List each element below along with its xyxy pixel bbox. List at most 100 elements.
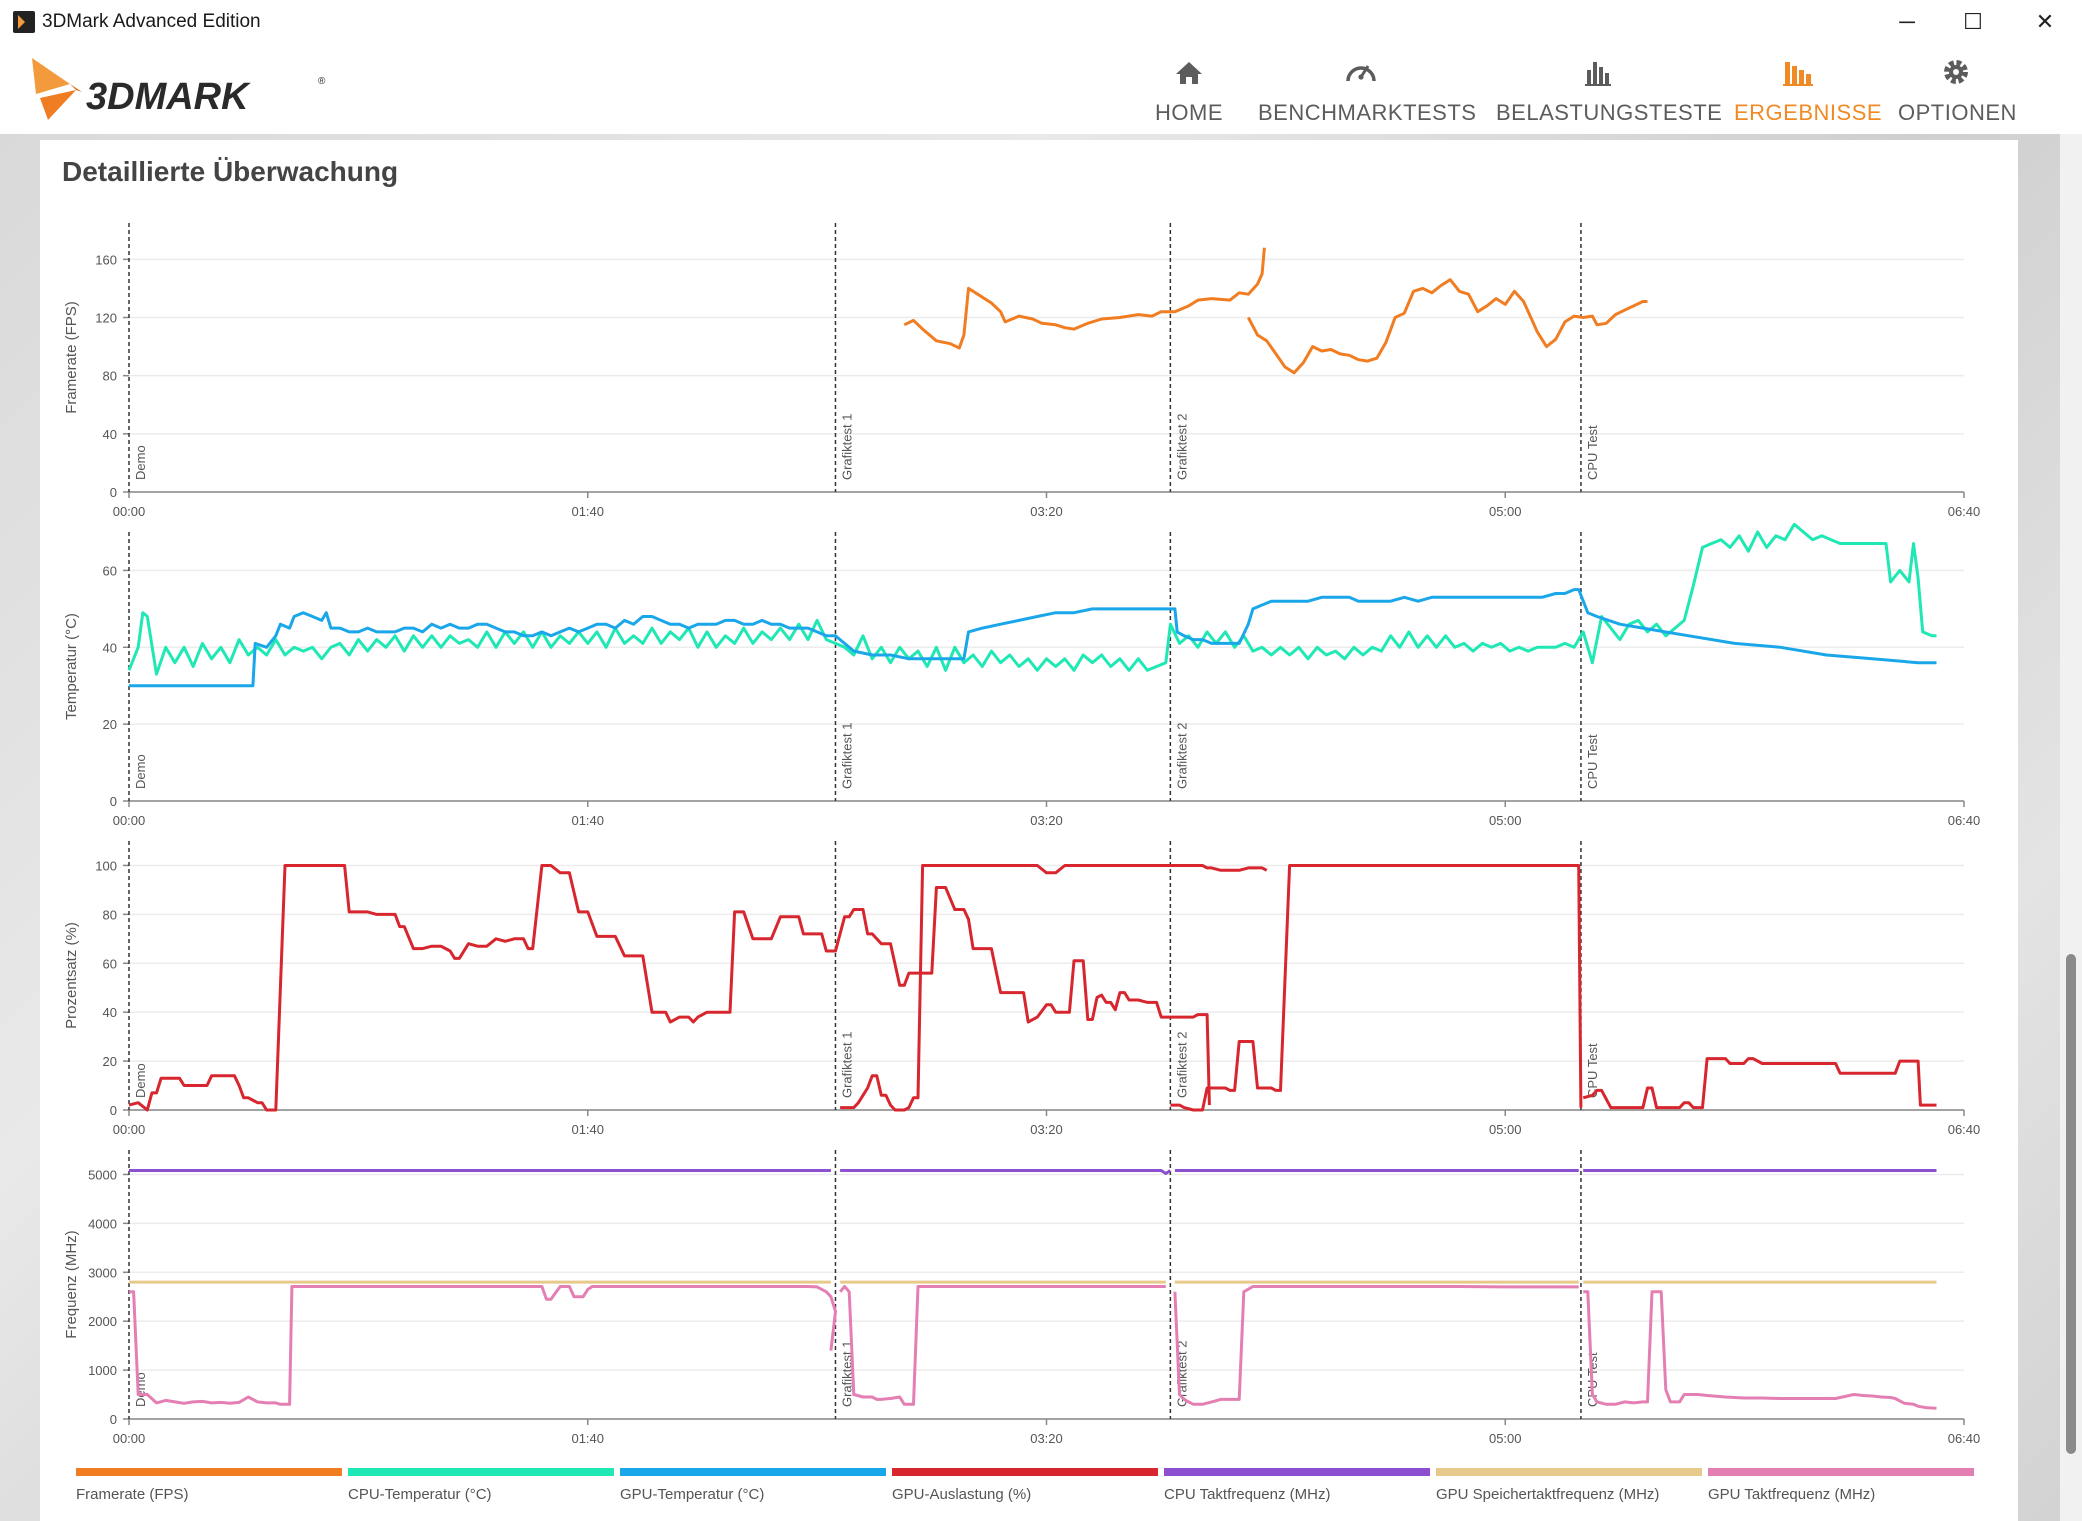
results-bar-icon	[1783, 62, 1813, 86]
y-tick-label: 4000	[88, 1216, 117, 1231]
nav-belastungsteste[interactable]: BELASTUNGSTESTE	[1496, 50, 1722, 126]
y-tick-label: 0	[110, 1103, 117, 1118]
y-tick-label: 80	[103, 369, 117, 384]
x-tick-label: 05:00	[1489, 813, 1522, 828]
gear-icon	[1944, 60, 1968, 84]
y-tick-label: 40	[103, 427, 117, 442]
segment-label: CPU Test	[1585, 734, 1600, 789]
legend-item[interactable]: CPU Taktfrequenz (MHz)	[1164, 1468, 1430, 1503]
x-tick-label: 01:40	[571, 504, 604, 519]
y-tick-label: 120	[95, 311, 117, 326]
x-tick-label: 06:40	[1948, 813, 1981, 828]
y-tick-label: 60	[103, 563, 117, 578]
legend-item[interactable]: Framerate (FPS)	[76, 1468, 342, 1503]
nav-benchmarktests[interactable]: BENCHMARKTESTS	[1258, 50, 1476, 126]
y-tick-label: 80	[103, 907, 117, 922]
x-tick-label: 05:00	[1489, 1122, 1522, 1137]
legend-item[interactable]: GPU-Temperatur (°C)	[620, 1468, 886, 1503]
y-tick-label: 3000	[88, 1265, 117, 1280]
scrollbar-thumb[interactable]	[2066, 954, 2076, 1454]
3dmark-logo[interactable]: 3DMARK ®	[30, 54, 340, 126]
series-line	[840, 1169, 1172, 1175]
y-tick-label: 0	[110, 794, 117, 809]
series-line	[1170, 864, 1583, 1112]
x-tick-label: 03:20	[1030, 1122, 1063, 1137]
y-axis-label: Prozentsatz (%)	[63, 922, 80, 1029]
window-title-bar: 3DMark Advanced Edition ─ ☐ ✕	[0, 0, 2082, 45]
series-line	[1582, 1057, 1937, 1110]
window-title: 3DMark Advanced Edition	[42, 11, 261, 32]
series-line	[1173, 1285, 1579, 1406]
x-tick-label: 05:00	[1489, 1431, 1522, 1446]
x-tick-label: 06:40	[1948, 504, 1981, 519]
legend-swatch	[620, 1468, 886, 1476]
legend-swatch	[348, 1468, 614, 1476]
legend-label: GPU-Auslastung (%)	[892, 1486, 1032, 1503]
x-tick-label: 03:20	[1030, 1431, 1063, 1446]
legend-label: GPU Speichertaktfrequenz (MHz)	[1436, 1486, 1660, 1503]
legend-swatch	[76, 1468, 342, 1476]
nav-ergebnisse[interactable]: ERGEBNISSE	[1734, 50, 1882, 126]
legend-label: GPU-Temperatur (°C)	[620, 1486, 765, 1503]
page-title: Detaillierte Überwachung	[62, 156, 399, 187]
nav-ergebnisse-label: ERGEBNISSE	[1734, 100, 1883, 125]
y-tick-label: 60	[103, 956, 117, 971]
y-tick-label: 5000	[88, 1167, 117, 1182]
legend-swatch	[892, 1468, 1158, 1476]
nav-home[interactable]: HOME	[1150, 50, 1228, 126]
series-line	[1246, 278, 1648, 375]
x-tick-label: 00:00	[113, 1122, 146, 1137]
segment-label: Demo	[133, 1063, 148, 1098]
segment-label: Grafiktest 2	[1174, 1032, 1189, 1098]
segment-label: Grafiktest 2	[1174, 723, 1189, 789]
legend-item[interactable]: CPU-Temperatur (°C)	[348, 1468, 614, 1503]
series-line	[128, 864, 1211, 1112]
monitoring-card: Detaillierte Überwachung	[40, 140, 2018, 1521]
segment-label: Demo	[133, 1372, 148, 1407]
legend-label: Framerate (FPS)	[76, 1486, 189, 1503]
segment-label: Demo	[133, 445, 148, 480]
nav-home-label: HOME	[1155, 100, 1223, 125]
legend-label: CPU-Temperatur (°C)	[348, 1486, 492, 1503]
close-button[interactable]: ✕	[2035, 9, 2055, 34]
registered-mark: ®	[318, 76, 326, 87]
legend-item[interactable]: GPU Speichertaktfrequenz (MHz)	[1436, 1468, 1702, 1503]
top-navigation: 3DMARK ® HOME BENCHMARKTESTS BELASTUNGST…	[0, 44, 2082, 134]
y-tick-label: 160	[95, 252, 117, 267]
maximize-button[interactable]: ☐	[1963, 9, 1983, 34]
x-tick-label: 03:20	[1030, 504, 1063, 519]
series-line	[129, 1285, 837, 1406]
y-axis-label: Framerate (FPS)	[63, 301, 80, 414]
series-line	[903, 247, 1266, 350]
series-line	[129, 588, 1937, 688]
home-icon	[1176, 62, 1202, 84]
y-tick-label: 2000	[88, 1314, 117, 1329]
minimize-button[interactable]: ─	[1899, 9, 1915, 34]
app-icon	[13, 11, 35, 33]
legend-item[interactable]: GPU Taktfrequenz (MHz)	[1708, 1468, 1974, 1503]
x-tick-label: 06:40	[1948, 1122, 1981, 1137]
x-tick-label: 01:40	[571, 1122, 604, 1137]
legend-item[interactable]: GPU-Auslastung (%)	[892, 1468, 1158, 1503]
logo-text: 3DMARK	[86, 76, 251, 118]
scrollbar[interactable]	[2060, 134, 2082, 1521]
segment-label: Grafiktest 1	[839, 723, 854, 789]
segment-label: CPU Test	[1585, 425, 1600, 480]
x-tick-label: 03:20	[1030, 813, 1063, 828]
segment-label: CPU Test	[1585, 1043, 1600, 1098]
nav-optionen[interactable]: OPTIONEN	[1898, 50, 2017, 126]
legend-label: CPU Taktfrequenz (MHz)	[1164, 1486, 1331, 1503]
y-tick-label: 1000	[88, 1363, 117, 1378]
nav-optionen-label: OPTIONEN	[1898, 100, 2017, 125]
legend-swatch	[1708, 1468, 1974, 1476]
y-tick-label: 0	[110, 485, 117, 500]
series-line	[1583, 1290, 1937, 1410]
x-tick-label: 06:40	[1948, 1431, 1981, 1446]
y-axis-label: Frequenz (MHz)	[63, 1230, 80, 1338]
x-tick-label: 00:00	[113, 1431, 146, 1446]
nav-benchmarktests-label: BENCHMARKTESTS	[1258, 100, 1477, 125]
segment-label: Grafiktest 1	[839, 414, 854, 480]
x-tick-label: 05:00	[1489, 504, 1522, 519]
series-line	[840, 864, 1268, 1112]
